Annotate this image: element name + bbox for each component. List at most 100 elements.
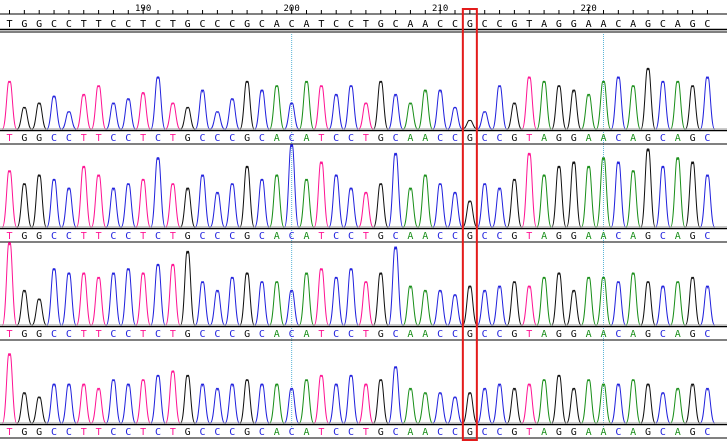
called-base: C [615,231,621,242]
called-base: C [259,133,265,144]
trace-G [16,250,701,326]
variant-highlight-box[interactable] [461,8,478,441]
called-base: G [378,427,384,438]
called-base: G [645,231,651,242]
guide-lines [291,34,604,430]
called-base: G [244,133,250,144]
called-base: A [630,133,636,144]
called-base: C [125,133,131,144]
called-base: G [556,427,562,438]
called-base: A [586,329,592,340]
reference-base: C [660,19,666,30]
reference-base: G [690,19,696,30]
called-base: C [452,427,458,438]
called-base: A [407,133,413,144]
called-base: A [586,427,592,438]
reference-base: A [541,19,547,30]
called-base: C [200,133,206,144]
trace-G [16,374,701,424]
called-base: A [675,329,681,340]
position-label: 210 [432,4,448,14]
called-base: G [185,231,191,242]
trace-A [269,272,686,326]
called-base: T [363,427,369,438]
called-base: A [675,231,681,242]
called-base: C [333,231,339,242]
called-base: C [289,427,295,438]
called-base: T [526,133,532,144]
called-base: C [259,329,265,340]
called-base: T [96,329,102,340]
called-base: G [571,231,577,242]
called-base: C [660,231,666,242]
called-base: C [704,133,710,144]
called-base: C [66,329,72,340]
called-base: T [363,133,369,144]
called-base: A [586,231,592,242]
called-base: G [36,427,42,438]
called-base: C [348,133,354,144]
reference-base: G [556,19,562,30]
called-base: C [660,329,666,340]
called-base: T [170,329,176,340]
called-base: A [422,231,428,242]
called-base: T [81,427,87,438]
position-label: 200 [284,4,300,14]
called-base: C [200,427,206,438]
called-base: C [497,329,503,340]
called-base: G [185,133,191,144]
trace-G [16,67,701,130]
called-base: T [318,231,324,242]
reference-base: C [452,19,458,30]
called-base: C [497,427,503,438]
reference-base: T [526,19,532,30]
called-base: C [214,427,220,438]
called-base: T [363,329,369,340]
called-base: G [36,133,42,144]
reference-base: C [289,19,295,30]
called-base: T [81,231,87,242]
called-base: C [51,231,57,242]
reference-base: A [675,19,681,30]
called-base: C [66,133,72,144]
called-base: C [229,133,235,144]
called-base: T [170,427,176,438]
trace-C [46,366,715,424]
called-base: T [6,231,12,242]
called-base: A [422,329,428,340]
called-base: A [600,329,606,340]
called-base: C [214,133,220,144]
called-base: G [645,133,651,144]
called-base: C [393,231,399,242]
trace-C [46,246,715,326]
called-base: A [541,427,547,438]
called-base: G [556,329,562,340]
called-base: T [81,133,87,144]
called-base: C [482,231,488,242]
called-base: C [51,133,57,144]
called-base: G [36,231,42,242]
called-base: A [600,133,606,144]
reference-base: C [393,19,399,30]
called-base: C [229,329,235,340]
reference-base: C [110,19,116,30]
called-base: A [541,133,547,144]
reference-base: G [511,19,517,30]
reference-base: C [66,19,72,30]
reference-base: C [437,19,443,30]
trace-A [269,80,686,130]
called-base: T [170,231,176,242]
called-base: A [274,133,280,144]
called-base: T [140,133,146,144]
called-base: C [615,133,621,144]
called-base: C [497,133,503,144]
called-base: A [303,329,309,340]
called-base: A [630,231,636,242]
called-base: C [393,427,399,438]
